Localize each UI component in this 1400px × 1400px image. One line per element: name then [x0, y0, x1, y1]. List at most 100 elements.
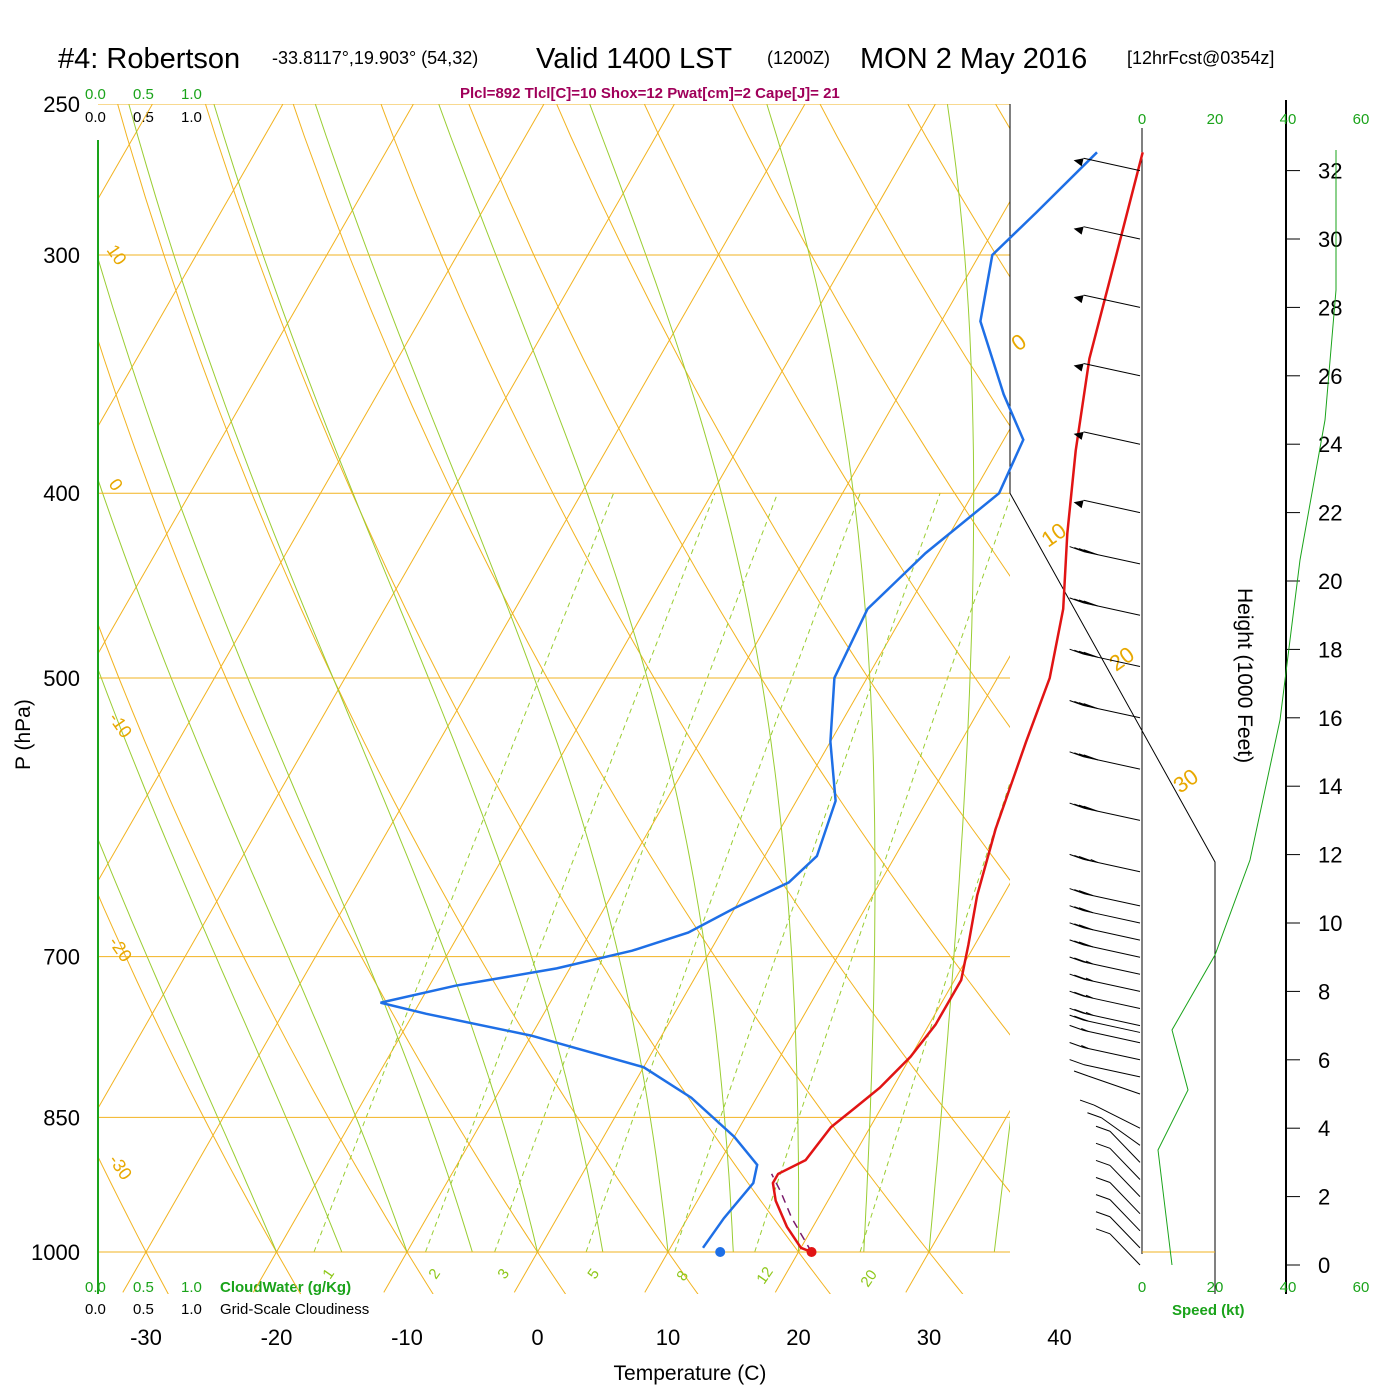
wind-barb	[1073, 431, 1141, 445]
wind-barb	[1087, 1112, 1141, 1146]
height-tick-label: 8	[1318, 979, 1330, 1004]
wind-barb-feather	[1069, 990, 1084, 997]
wind-barb	[1069, 1024, 1141, 1044]
wind-barb-feather	[1083, 549, 1098, 556]
top-black-scale-2: 1.0	[181, 109, 202, 126]
wind-barb-feather	[1074, 940, 1089, 947]
wind-barb-half-feather	[1085, 960, 1094, 965]
height-tick-label: 2	[1318, 1185, 1330, 1210]
wind-barb-half-feather	[1081, 1045, 1089, 1049]
isotherm-line	[644, 655, 1010, 1293]
wind-speed-tick-top: 60	[1353, 111, 1370, 128]
dry-adiabat-line	[380, 104, 1010, 1193]
wind-barb	[1069, 939, 1141, 958]
wind-barb-half-feather	[1085, 1011, 1094, 1016]
dry-adiabat-label: -30	[105, 1151, 136, 1184]
bottom-green-scale-1: 0.5	[133, 1279, 154, 1296]
wind-barb-feather	[1074, 701, 1089, 707]
wind-barb	[1069, 956, 1141, 975]
utc-time: (1200Z)	[767, 48, 830, 68]
temperature-tick-label: -10	[391, 1325, 423, 1350]
wind-barb-shaft	[1109, 1216, 1141, 1249]
bottom-black-scale-2: 1.0	[181, 1301, 202, 1318]
wind-barb-feather	[1095, 1177, 1111, 1183]
top-green-scale-0: 0.0	[85, 86, 106, 103]
mixing-ratio-label: 3	[494, 1266, 513, 1283]
wind-barb-feather	[1069, 546, 1084, 553]
wind-barbs	[1069, 157, 1141, 1266]
wind-speed-profile-line	[1157, 150, 1337, 1266]
mixing-ratio-line	[674, 493, 941, 1253]
wind-barb-feather	[1078, 890, 1094, 897]
bottom-black-scale-0: 0.0	[85, 1301, 106, 1318]
wind-barb-feather	[1069, 853, 1084, 860]
isotherm-line	[513, 427, 1010, 1293]
height-tick-label: 30	[1318, 227, 1342, 252]
wind-barb-flag	[1073, 158, 1084, 167]
wind-barb-feather	[1078, 753, 1094, 760]
isotherm-line	[1167, 70, 1400, 1292]
wind-barb-shaft	[1101, 1117, 1141, 1146]
wind-barb-feather	[1083, 703, 1098, 710]
height-tick-label: 6	[1318, 1048, 1330, 1073]
wind-barb-feather	[1069, 597, 1084, 604]
wind-barb-feather	[1078, 599, 1094, 606]
height-tick-label: 12	[1318, 843, 1342, 868]
wind-barb-feather	[1069, 802, 1084, 809]
dry-adiabat-label: 0	[105, 475, 127, 495]
bottom-green-scale-2: 1.0	[181, 1279, 202, 1296]
height-tick-label: 28	[1318, 295, 1342, 320]
pressure-tick-label: 400	[43, 481, 80, 506]
cloudiness-label: Grid-Scale Cloudiness	[220, 1301, 369, 1318]
wind-barb	[1095, 1142, 1141, 1180]
wind-barb-shaft	[1109, 1182, 1141, 1215]
wind-barb-flag	[1073, 500, 1084, 509]
temperature-tick-label: 10	[656, 1325, 680, 1350]
dry-adiabat-line	[731, 104, 1010, 577]
bottom-black-scale-1: 0.5	[133, 1301, 154, 1318]
wind-barb	[1069, 922, 1141, 941]
wind-speed-tick-top: 0	[1138, 111, 1146, 128]
wind-barb-feather	[1074, 991, 1089, 998]
wind-barb-half-feather	[1090, 859, 1098, 863]
wind-barb-feather	[1074, 803, 1089, 810]
wind-speed-tick-top: 40	[1280, 111, 1297, 128]
moist-adiabat-line	[98, 256, 473, 1253]
surface-temperature-marker	[806, 1247, 817, 1257]
isotherm-line	[1036, 70, 1400, 1292]
wind-barb-shaft	[1087, 1075, 1141, 1095]
date-label: MON 2 May 2016	[860, 43, 1087, 75]
moist-adiabat-line	[589, 104, 800, 1253]
wind-barb-feather	[1083, 600, 1098, 607]
y-axis-title: P (hPa)	[12, 699, 35, 770]
wind-barb-feather	[1095, 1125, 1111, 1132]
dry-adiabat-label: -10	[105, 709, 136, 742]
wind-barb-feather	[1078, 907, 1094, 914]
wind-barb	[1069, 700, 1141, 719]
wind-barb-feather	[1074, 889, 1089, 896]
wind-barb-feather	[1087, 1112, 1102, 1119]
wind-barb	[1069, 1059, 1141, 1078]
isotherm-line	[98, 104, 415, 655]
parcel-profile-line	[770, 1173, 813, 1253]
wind-barb	[1069, 597, 1141, 616]
wind-barb-feather	[1069, 648, 1084, 655]
wind-barb-half-feather	[1085, 977, 1094, 982]
wind-barb-feather	[1069, 1014, 1084, 1021]
wind-barb-feather	[1069, 956, 1084, 963]
wind-barb-half-feather	[1081, 1027, 1089, 1032]
wind-barb-feather	[1069, 939, 1084, 946]
wind-barb-shaft	[1083, 1064, 1141, 1078]
moist-adiabat-line	[766, 104, 876, 1253]
wind-barb-feather	[1083, 754, 1098, 761]
wind-barb-feather	[1095, 1142, 1111, 1149]
wind-barb	[1095, 1125, 1141, 1163]
isotherm-line	[98, 104, 676, 1110]
wind-barb-feather	[1069, 973, 1084, 980]
wind-barb-shaft	[1109, 1199, 1141, 1232]
wind-barb	[1069, 546, 1141, 565]
wind-barb-feather	[1074, 957, 1089, 964]
wind-barb-feather	[1078, 702, 1094, 709]
